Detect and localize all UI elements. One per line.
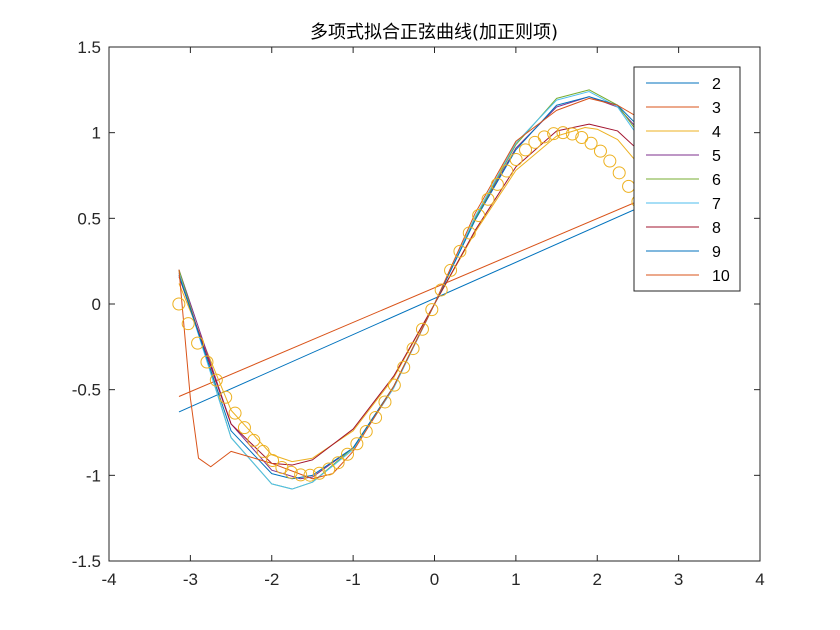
data-marker [284, 465, 298, 479]
marker-layer [172, 126, 645, 482]
data-marker [453, 244, 467, 258]
x-tick-label: 3 [674, 570, 683, 589]
data-marker [294, 468, 308, 482]
legend-label-9: 9 [712, 244, 721, 261]
data-marker [472, 209, 486, 223]
data-marker [500, 164, 514, 178]
data-marker [359, 424, 373, 438]
data-marker [519, 143, 533, 157]
axes-layer: -4 -3 -2 -1 0 1 2 3 4 -1.5 -1 -0.5 0 0.5 1 1.5 [72, 38, 765, 589]
legend-label-3: 3 [712, 100, 721, 117]
data-marker [331, 456, 345, 470]
y-tick-label: 1 [92, 124, 101, 143]
x-tick-label: -4 [101, 570, 116, 589]
data-marker [444, 263, 458, 277]
data-marker [481, 192, 495, 206]
data-marker [266, 453, 280, 467]
legend-label-7: 7 [712, 196, 721, 213]
data-marker [378, 395, 392, 409]
data-marker [603, 154, 617, 168]
series-line-2 [178, 207, 639, 413]
data-marker [341, 447, 354, 461]
y-tick-label: -0.5 [72, 381, 101, 400]
data-marker [350, 437, 364, 451]
data-marker [425, 303, 439, 317]
legend-label-5: 5 [712, 148, 721, 165]
data-marker [387, 378, 401, 392]
data-marker [593, 144, 607, 158]
legend-label-8: 8 [712, 220, 721, 237]
data-marker [191, 336, 205, 350]
data-marker [547, 127, 561, 141]
x-tick-label: -2 [264, 570, 279, 589]
data-marker [434, 283, 448, 297]
data-marker [415, 322, 429, 336]
data-marker [181, 317, 195, 331]
data-marker [312, 466, 326, 480]
data-marker [565, 127, 579, 141]
legend-label-2: 2 [712, 76, 721, 93]
data-marker [219, 390, 233, 404]
data-marker [209, 373, 223, 387]
data-marker [406, 342, 420, 356]
data-marker [200, 355, 214, 369]
x-tick-label: 1 [511, 570, 520, 589]
data-marker [509, 153, 523, 167]
data-marker [612, 166, 626, 180]
legend: 2 3 4 5 6 7 8 9 10 [633, 66, 741, 292]
x-tick-label: 0 [430, 570, 439, 589]
data-marker [237, 421, 251, 435]
y-tick-label: 1.5 [77, 38, 101, 57]
legend-label-4: 4 [712, 124, 721, 141]
data-marker [303, 468, 317, 482]
data-marker [228, 406, 242, 420]
data-marker [172, 297, 186, 311]
data-marker [556, 126, 570, 140]
series-line-8 [178, 123, 639, 466]
legend-label-10: 10 [712, 268, 730, 285]
data-marker [462, 226, 476, 240]
data-marker [247, 433, 261, 447]
data-marker [584, 136, 598, 150]
series-line-3 [178, 200, 639, 397]
data-marker [397, 360, 411, 374]
y-tick-label: 0 [92, 295, 101, 314]
data-marker [322, 462, 336, 476]
data-marker [369, 410, 383, 424]
y-tick-label: -1 [86, 466, 101, 485]
data-marker [537, 130, 551, 144]
data-marker [490, 177, 504, 191]
x-tick-label: 2 [593, 570, 602, 589]
legend-label-6: 6 [712, 172, 721, 189]
data-marker [256, 444, 270, 458]
data-marker [575, 131, 589, 145]
x-tick-label: 4 [755, 570, 764, 589]
x-tick-label: -3 [183, 570, 198, 589]
chart-title: 多项式拟合正弦曲线(加正则项) [310, 22, 558, 43]
y-tick-label: 0.5 [77, 209, 101, 228]
y-tick-label: -1.5 [72, 552, 101, 571]
x-tick-label: -1 [346, 570, 361, 589]
